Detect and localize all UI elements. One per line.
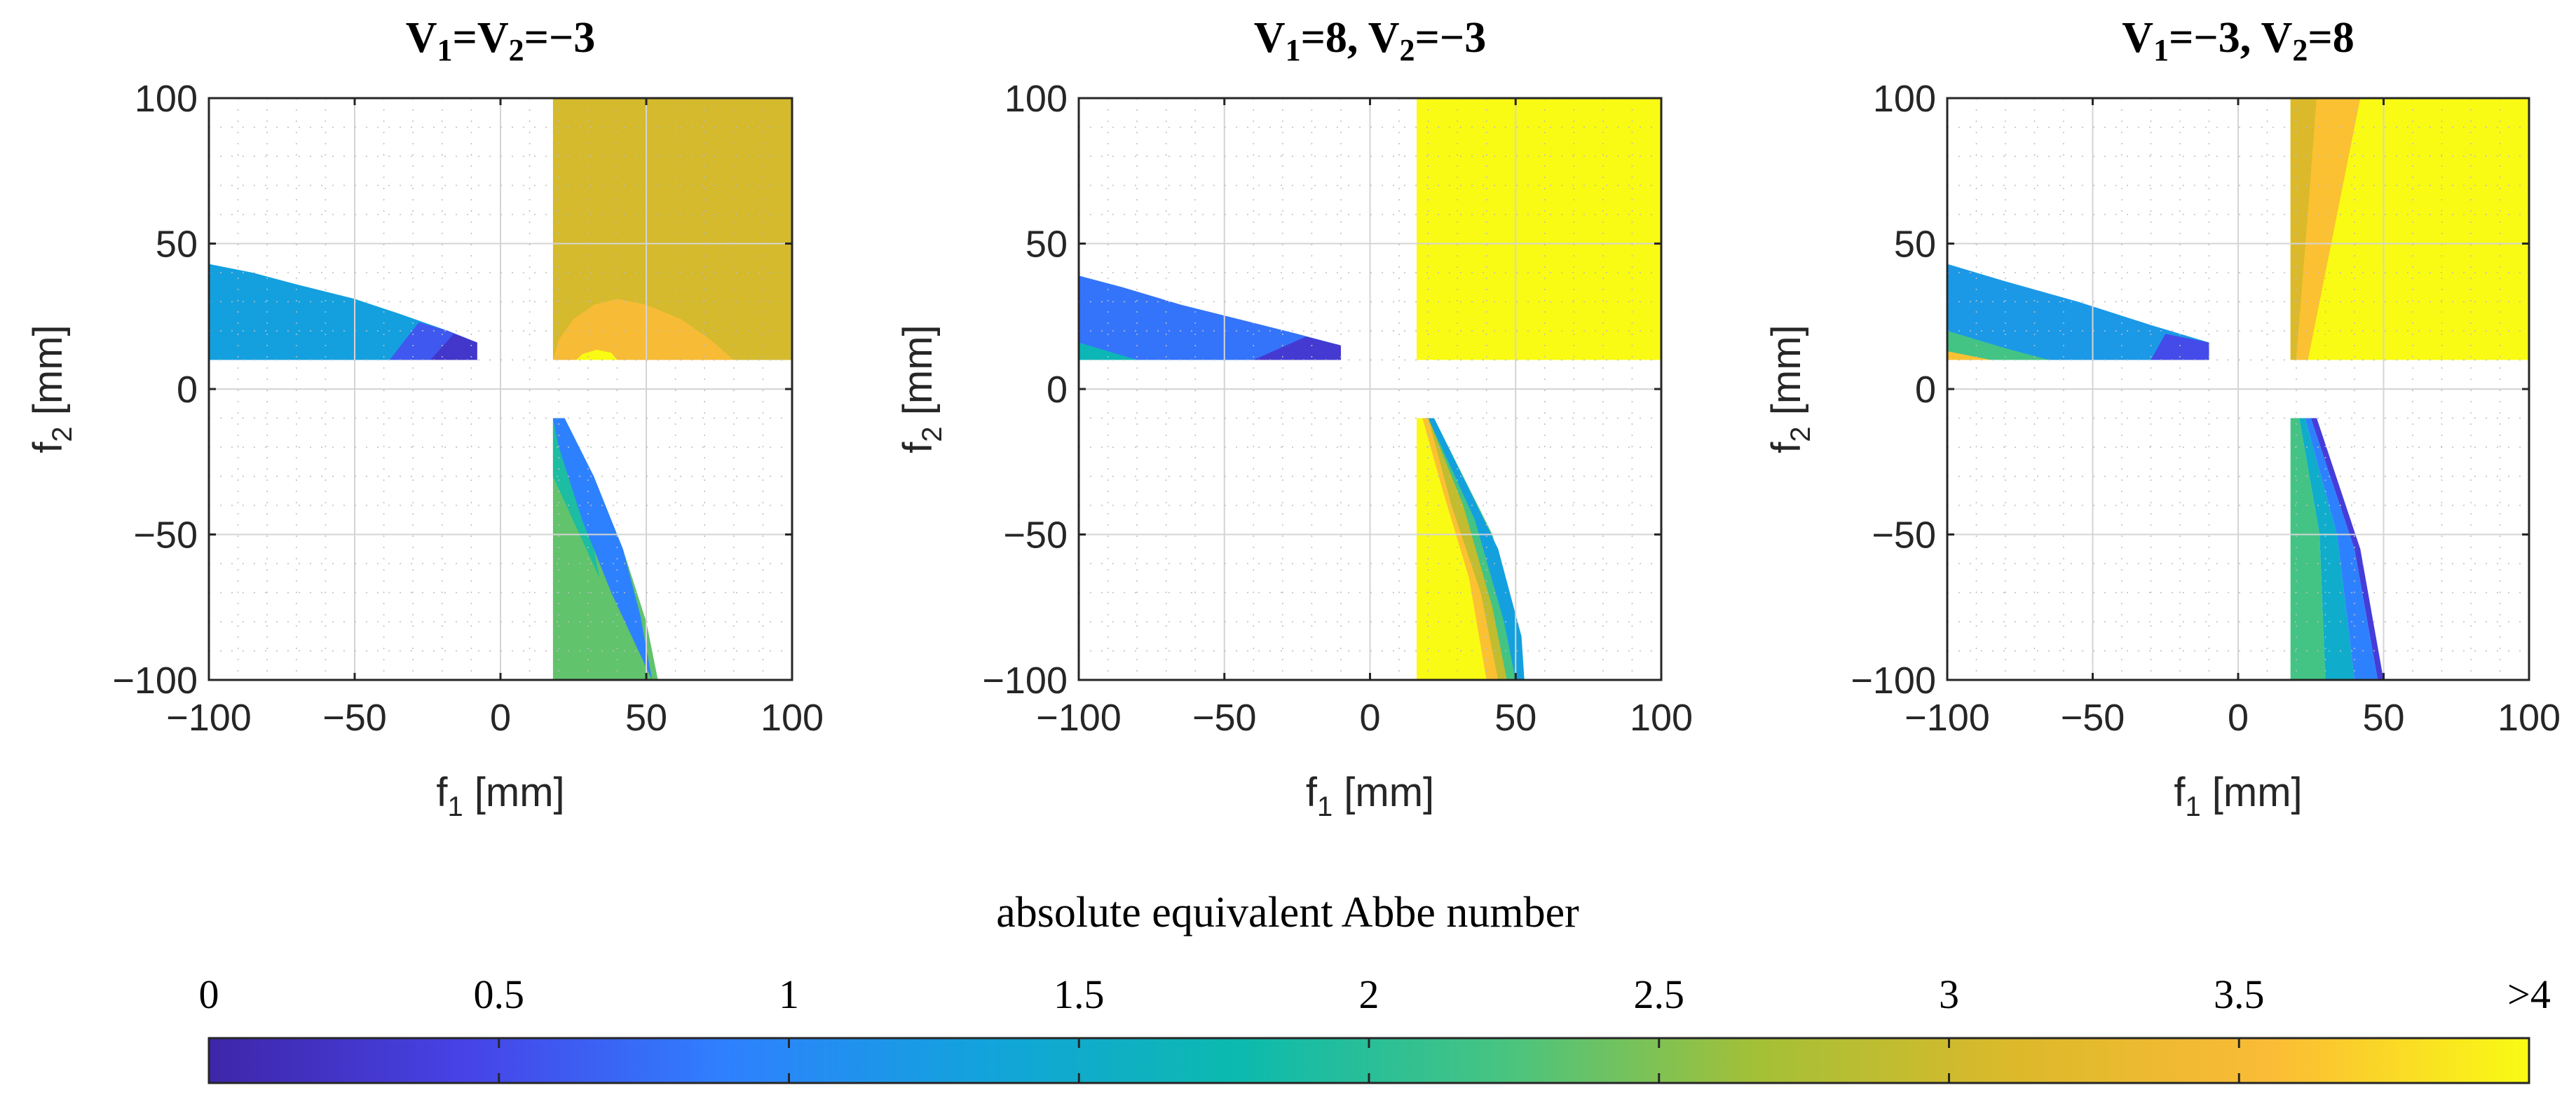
colorbar-tick-label-0: 0: [199, 972, 219, 1017]
panel-1: V1=V2=−3 −100 −50 0 50 100 −100 −50 0 50 100 f1 […: [25, 14, 824, 822]
colorbar-tick-label-7: 3.5: [2214, 972, 2265, 1017]
panel-2-regions: [1079, 98, 1661, 680]
panel-2-xtick-label-1: −50: [1192, 697, 1257, 739]
panel-3-ytick-label-0: −100: [1851, 660, 1936, 702]
panel-3-xtick-label-0: −100: [1904, 697, 1990, 739]
panel-2-ytick-label-4: 100: [1004, 78, 1068, 120]
panel-3-grid: [1947, 98, 2529, 680]
panel-1-xtick-label-4: 100: [761, 697, 824, 739]
colorbar-tick-label-3: 1.5: [1054, 972, 1105, 1017]
panel-2-region-3: [1253, 336, 1341, 360]
panel-2-ticks: −100 −50 0 50 100 −100 −50 0 50 100: [982, 78, 1693, 739]
panel-3-region-4: [1947, 264, 2209, 360]
panel-2-ytick-label-2: 0: [1047, 369, 1068, 411]
panel-1-regions: [209, 98, 792, 680]
panel-3: V1=−3, V2=8 −100 −50 0 50 100 −100 −50 0 50 100 f…: [1764, 14, 2561, 822]
colorbar-tick-label-4: 2: [1359, 972, 1379, 1017]
panel-2-ytick-label-3: 50: [1025, 224, 1068, 266]
colorbar: absolute equivalent Abbe number 0 0.5 1 1.5…: [199, 889, 2551, 1084]
panel-3-region-3: [2296, 98, 2361, 360]
panel-2-title: V1=8, V2=−3: [1254, 14, 1486, 67]
panel-2-xtick-label-4: 100: [1630, 697, 1693, 739]
panel-1-region-1: [552, 98, 792, 360]
panel-2-xlabel: f1 [mm]: [1306, 770, 1434, 822]
panel-1-ticks: −100 −50 0 50 100 −100 −50 0 50 100: [112, 78, 824, 739]
panel-1-xtick-label-3: 50: [625, 697, 667, 739]
panel-3-ytick-label-4: 100: [1873, 78, 1936, 120]
panel-3-ytick-label-1: −50: [1872, 515, 1936, 557]
panel-3-region-10: [2305, 418, 2378, 680]
panel-2-region-1: [1417, 98, 1661, 360]
panel-2-ytick-label-1: −50: [1003, 515, 1068, 557]
panel-1-xlabel: f1 [mm]: [436, 770, 564, 822]
panel-2-xtick-label-3: 50: [1494, 697, 1536, 739]
panel-3-xtick-label-4: 100: [2497, 697, 2561, 739]
panel-1-xtick-label-1: −50: [322, 697, 387, 739]
panel-3-region-1: [2290, 98, 2529, 360]
panel-2-grid: [1079, 98, 1661, 680]
panel-3-region-11: [2310, 418, 2384, 680]
panel-2-region-9: [1428, 418, 1525, 680]
colorbar-tick-label-6: 3: [1939, 972, 1959, 1017]
panel-1-grid: [209, 98, 792, 680]
panel-3-xtick-label-3: 50: [2362, 697, 2404, 739]
panel-3-ylabel: f2 [mm]: [1764, 325, 1816, 453]
panel-1-ytick-label-3: 50: [156, 224, 198, 266]
panel-3-xtick-label-2: 0: [2228, 697, 2249, 739]
panel-3-regions: [1947, 98, 2529, 680]
colorbar-tick-label-1: 0.5: [474, 972, 525, 1017]
panel-2-region-8: [1428, 418, 1522, 680]
panel-2-xtick-label-2: 0: [1359, 697, 1380, 739]
panel-1-xtick-label-0: −100: [166, 697, 252, 739]
panel-1-ylabel: f2 [mm]: [25, 325, 78, 453]
panel-2-ytick-label-0: −100: [982, 660, 1068, 702]
panel-2-region-4: [1079, 342, 1138, 360]
panel-3-region-6: [1947, 331, 2050, 360]
panel-3-region-2: [2290, 98, 2317, 360]
panel-3-region-7: [1947, 351, 1991, 360]
panel-3-xlabel: f1 [mm]: [2174, 770, 2302, 822]
panel-3-title: V1=−3, V2=8: [2122, 14, 2354, 67]
panel-1-title: V1=V2=−3: [406, 14, 596, 67]
panel-1-region-3: [576, 350, 618, 360]
panel-2-ylabel: f2 [mm]: [895, 325, 948, 453]
colorbar-title: absolute equivalent Abbe number: [996, 889, 1579, 936]
panel-1-ytick-label-2: 0: [177, 369, 198, 411]
panel-3-ticks: −100 −50 0 50 100 −100 −50 0 50 100: [1851, 78, 2561, 739]
panel-1-ytick-label-1: −50: [133, 515, 198, 557]
panel-3-region-5: [2151, 334, 2209, 360]
panel-3-region-8: [2290, 418, 2326, 680]
panel-3-xtick-label-1: −50: [2061, 697, 2125, 739]
panel-3-ytick-label-3: 50: [1894, 224, 1936, 266]
panel-2-xtick-label-0: −100: [1036, 697, 1122, 739]
panel-2-region-2: [1079, 275, 1341, 360]
panel-1-xtick-label-2: 0: [490, 697, 511, 739]
colorbar-tick-labels: 0 0.5 1 1.5 2 2.5 3 3.5 >4: [199, 972, 2551, 1017]
panel-1-ytick-label-0: −100: [112, 660, 198, 702]
panel-1-region-2: [552, 299, 734, 360]
panel-1-ytick-label-4: 100: [135, 78, 198, 120]
panel-3-region-9: [2299, 418, 2354, 680]
colorbar-tick-label-5: 2.5: [1634, 972, 1685, 1017]
panel-3-ytick-label-2: 0: [1915, 369, 1936, 411]
colorbar-tick-label-8: >4: [2507, 972, 2551, 1017]
panel-1-region-6: [430, 334, 477, 360]
panel-1-region-9: [552, 418, 653, 680]
colorbar-tick-marks: [498, 1038, 2240, 1083]
panel-2: V1=8, V2=−3 −100 −50 0 50 100 −100 −50 0 50 100 f…: [895, 14, 1693, 822]
colorbar-tick-label-2: 1: [779, 972, 799, 1017]
